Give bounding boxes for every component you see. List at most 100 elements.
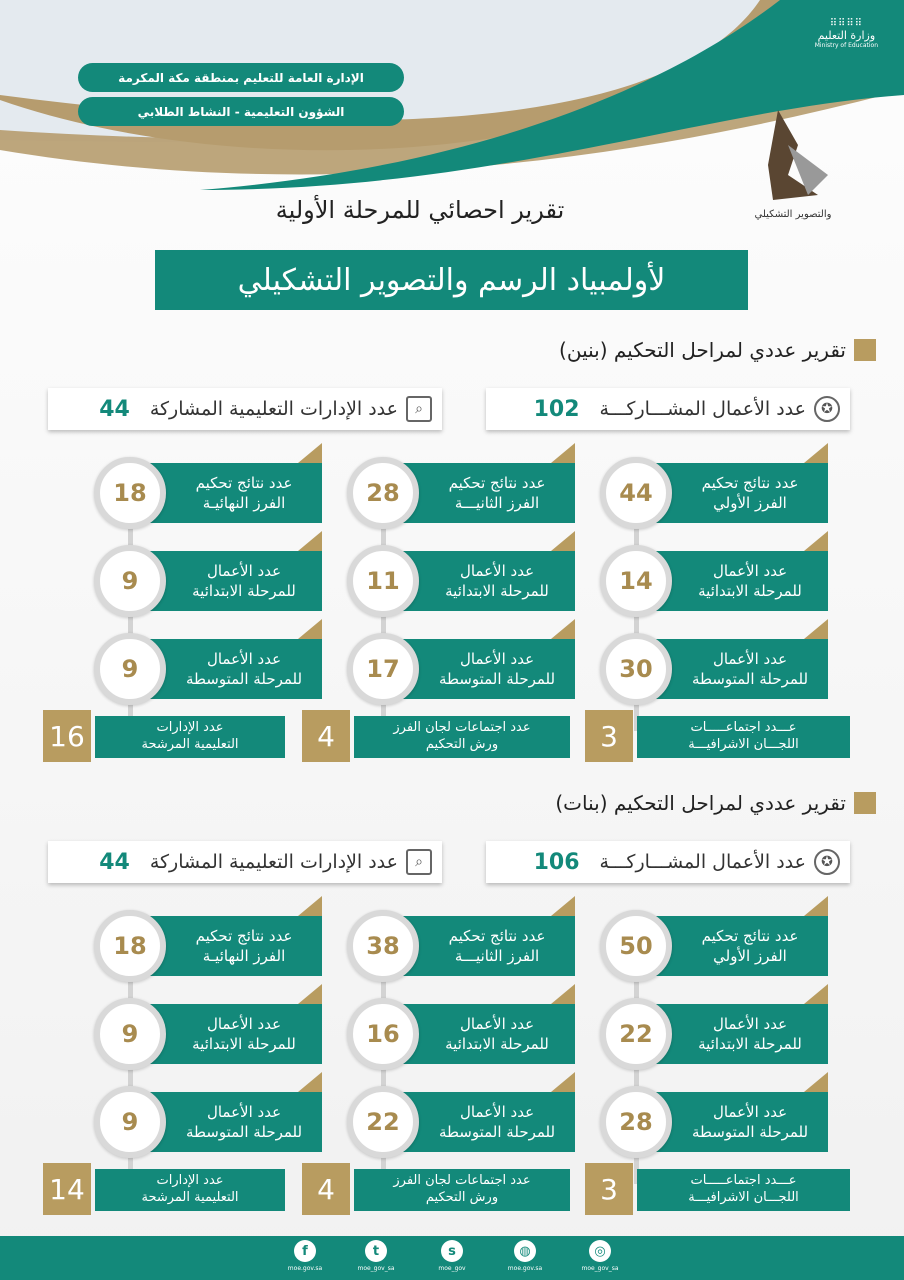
social-link[interactable]: ◎ moe_gov_sa — [570, 1240, 630, 1272]
stat-label-line1: عدد الأعمال — [712, 1102, 788, 1121]
stat-value: 22 — [600, 998, 672, 1070]
stat-label-line1: عدد الأعمال — [206, 649, 282, 668]
fold-corner — [551, 896, 575, 916]
stat-label-line1: عدد نتائج تحكيم — [701, 926, 799, 945]
stat-label-line1: عدد نتائج تحكيم — [448, 473, 546, 492]
social-link[interactable]: f moe.gov.sa — [275, 1240, 335, 1272]
departments-label: عدد الإدارات التعليمية المشاركة — [149, 851, 398, 873]
stat-label-line1: عدد الأعمال — [206, 561, 282, 580]
stat-card: عدد الأعمال للمرحلة الابتدائية 16 — [347, 984, 575, 1070]
stat-card: عدد نتائج تحكيم الفرز الأولي 44 — [600, 443, 828, 529]
fold-corner — [551, 984, 575, 1004]
summary-label-line2: التعليمية المرشحة — [141, 737, 239, 752]
bullet-square-icon — [854, 792, 876, 814]
social-handle: moe_gov — [438, 1265, 466, 1272]
stat-label-line2: للمرحلة الابتدائية — [192, 582, 296, 600]
stat-value: 9 — [94, 1086, 166, 1158]
fold-corner — [298, 1072, 322, 1092]
fold-corner — [804, 1072, 828, 1092]
stat-label-line2: للمرحلة المتوسطة — [691, 670, 809, 688]
stat-label-line2: للمرحلة الابتدائية — [698, 582, 802, 600]
stat-label-line1: عدد نتائج تحكيم — [195, 473, 293, 492]
fold-corner — [551, 619, 575, 639]
section-heading: تقرير عددي لمراحل التحكيم (بنات) — [555, 791, 876, 815]
region-pill: الإدارة العامة للتعليم بمنطقة مكة المكرم… — [78, 63, 404, 92]
summary-label-line2: ورش التحكيم — [425, 737, 499, 752]
summary-card: 3 عـــدد اجتماعـــــات اللجـــان الاشرافيـ… — [585, 710, 850, 762]
stat-value: 14 — [600, 545, 672, 617]
stat-label-line1: عدد الأعمال — [206, 1102, 282, 1121]
summary-value: 14 — [43, 1163, 91, 1215]
stat-label-line1: عدد الأعمال — [712, 1014, 788, 1033]
summary-label-line1: عدد الإدارات — [156, 720, 224, 736]
social-link[interactable]: t moe_gov_sa — [346, 1240, 406, 1272]
summary-card: 14 عدد الإدارات التعليمية المرشحة — [43, 1163, 285, 1215]
stat-label-line2: للمرحلة الابتدائية — [192, 1035, 296, 1053]
summary-card: 3 عـــدد اجتماعـــــات اللجـــان الاشرافيـ… — [585, 1163, 850, 1215]
fold-corner — [551, 443, 575, 463]
social-handle: moe.gov.sa — [287, 1265, 323, 1272]
stat-label-line2: الفرز الأولي — [713, 494, 787, 512]
summary-label-line2: اللجـــان الاشرافيـــة — [688, 1190, 799, 1205]
social-handle: moe_gov_sa — [357, 1265, 395, 1272]
summary-label-line2: التعليمية المرشحة — [141, 1190, 239, 1205]
summary-card: 4 عدد اجتماعات لجان الفرز ورش التحكيم — [302, 1163, 570, 1215]
ministry-name-ar: وزارة التعليم — [817, 29, 876, 42]
stat-card: عدد الأعمال للمرحلة المتوسطة 28 — [600, 1072, 828, 1158]
stat-card: عدد نتائج تحكيم الفرز الثانيـــة 38 — [347, 896, 575, 982]
fold-corner — [298, 443, 322, 463]
stat-value: 9 — [94, 998, 166, 1070]
social-link[interactable]: ◍ moe.gov.sa — [495, 1240, 555, 1272]
award-hand-icon: ✪ — [814, 396, 840, 422]
fold-corner — [804, 984, 828, 1004]
stat-label-line2: الفرز الثانيـــة — [454, 494, 540, 512]
stat-value: 38 — [347, 910, 419, 982]
stat-label-line2: الفرز الأولي — [713, 947, 787, 965]
fold-corner — [804, 531, 828, 551]
summary-label-line1: عدد الإدارات — [156, 1173, 224, 1189]
works-label: عدد الأعمال المشـــاركـــة — [599, 851, 806, 873]
report-title: تقرير احصائي للمرحلة الأولية — [275, 196, 565, 224]
stat-value: 17 — [347, 633, 419, 705]
olympiad-logo-text: والتصوير التشكيلي — [754, 209, 832, 220]
department-pill: الشؤون التعليمية - النشاط الطلابي — [78, 97, 404, 126]
snapchat-icon: s — [441, 1240, 463, 1262]
stat-value: 18 — [94, 910, 166, 982]
ministry-logo-dots-icon: ⠿⠿⠿⠿ — [829, 18, 863, 29]
stat-card: عدد نتائج تحكيم الفرز الأولي 50 — [600, 896, 828, 982]
fold-corner — [804, 896, 828, 916]
stat-card: عدد الأعمال للمرحلة الابتدائية 9 — [94, 531, 322, 617]
summary-value: 4 — [302, 1163, 350, 1215]
bullet-square-icon — [854, 339, 876, 361]
stat-label-line2: للمرحلة المتوسطة — [691, 1123, 809, 1141]
works-value: 106 — [533, 849, 580, 875]
section-title: تقرير عددي لمراحل التحكيم (بنين) — [559, 338, 846, 362]
stat-card: عدد الأعمال للمرحلة المتوسطة 9 — [94, 619, 322, 705]
social-link[interactable]: s moe_gov — [422, 1240, 482, 1272]
fold-corner — [298, 619, 322, 639]
summary-label-line1: عدد اجتماعات لجان الفرز — [393, 720, 531, 736]
stat-label-line1: عدد الأعمال — [459, 1014, 535, 1033]
summary-card: 16 عدد الإدارات التعليمية المرشحة — [43, 710, 285, 762]
stat-label-line2: الفرز الثانيـــة — [454, 947, 540, 965]
stat-label-line1: عدد الأعمال — [712, 561, 788, 580]
departments-value: 44 — [99, 396, 130, 422]
stat-card: عدد الأعمال للمرحلة المتوسطة 17 — [347, 619, 575, 705]
stat-label-line1: عدد نتائج تحكيم — [448, 926, 546, 945]
globe-icon: ◍ — [514, 1240, 536, 1262]
section-title: تقرير عددي لمراحل التحكيم (بنات) — [555, 791, 846, 815]
olympiad-logo: والتصوير التشكيلي — [728, 105, 858, 230]
summary-label-line2: ورش التحكيم — [425, 1190, 499, 1205]
works-count-bar: ✪ عدد الأعمال المشـــاركـــة 106 — [486, 841, 850, 883]
stat-card: عدد الأعمال للمرحلة المتوسطة 30 — [600, 619, 828, 705]
summary-value: 3 — [585, 710, 633, 762]
stat-label-line1: عدد نتائج تحكيم — [701, 473, 799, 492]
stat-value: 11 — [347, 545, 419, 617]
works-value: 102 — [533, 396, 580, 422]
fold-corner — [298, 531, 322, 551]
stat-card: عدد الأعمال للمرحلة الابتدائية 11 — [347, 531, 575, 617]
fold-corner — [551, 531, 575, 551]
social-handle: moe.gov.sa — [507, 1265, 543, 1272]
stat-label-line1: عدد الأعمال — [459, 649, 535, 668]
stat-value: 28 — [347, 457, 419, 529]
